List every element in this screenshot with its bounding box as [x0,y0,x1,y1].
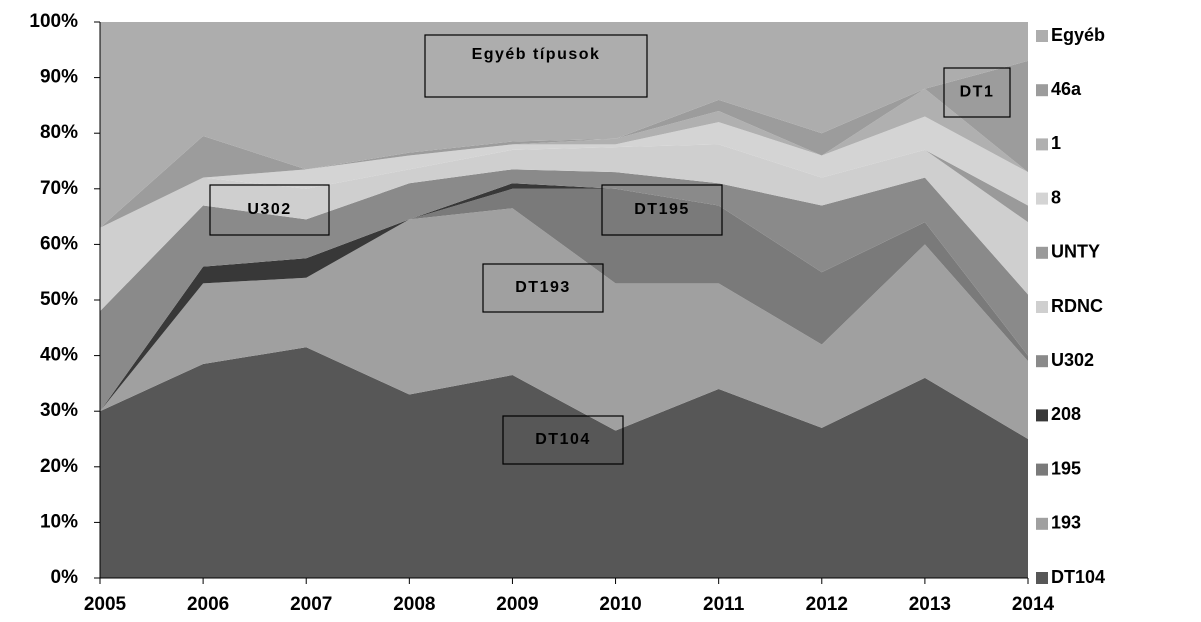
y-tick-label: 40% [40,345,78,366]
x-tick-label: 2006 [187,594,229,615]
x-tick-label: 2009 [496,594,538,615]
annotation: DT104 [535,431,591,448]
legend-label: 8 [1051,187,1061,207]
annotation: U302 [247,201,291,218]
y-tick-label: 10% [40,511,78,532]
legend-swatch [1036,30,1048,42]
y-tick-label: 0% [51,567,79,588]
legend-label: DT104 [1051,567,1105,587]
legend-swatch [1036,138,1048,151]
x-tick-label: 2005 [84,594,127,615]
annotation-box [209,184,330,236]
legend-label: 1 [1051,133,1061,153]
y-tick-label: 80% [40,122,78,143]
area [100,169,1028,412]
legend-label: Egyéb [1051,25,1105,45]
y-tick-label: 70% [40,178,78,199]
y-tick-label: 30% [40,400,78,421]
legend-label: RDNC [1051,296,1103,316]
annotation: DT193 [515,279,571,296]
x-tick-label: 2008 [393,594,435,615]
area [100,116,1028,228]
y-tick-label: 50% [40,289,78,310]
annotation: DT195 [634,201,690,218]
annotation-box [502,415,624,465]
y-tick-label: 60% [40,233,78,254]
x-tick-label: 2012 [806,594,848,615]
legend-swatch [1036,84,1048,97]
area [100,22,1028,228]
annotation: DT1 [960,84,995,101]
x-tick-label: 2013 [909,594,951,615]
legend-swatch [1036,301,1048,313]
legend-label: UNTY [1051,242,1100,262]
area [100,347,1028,578]
legend-label: U302 [1051,350,1094,370]
x-tick-label: 2010 [599,594,641,615]
legend-swatch [1036,463,1048,476]
y-tick-label: 20% [40,456,78,477]
annotation-box [482,263,604,313]
legend-swatch [1036,355,1048,368]
annotation-box [943,67,1011,118]
y-tick-label: 100% [29,11,78,32]
annotation-box [424,34,648,98]
legend-label: 195 [1051,458,1081,478]
legend-label: 193 [1051,513,1081,533]
area [100,88,1028,228]
legend-swatch [1036,192,1048,205]
legend-swatch [1036,409,1048,422]
annotation-box [601,184,723,236]
x-tick-label: 2014 [1012,594,1055,615]
legend-swatch [1036,246,1048,259]
x-tick-label: 2011 [703,594,745,615]
area [100,188,1028,412]
area [100,208,1028,439]
legend-label: 208 [1051,404,1081,424]
y-tick-label: 90% [40,67,78,88]
annotation: Egyéb típusok [472,46,601,63]
x-tick-label: 2007 [290,594,332,615]
legend-swatch [1036,572,1048,584]
legend-label: 46a [1051,79,1082,99]
legend-swatch [1036,517,1048,530]
area [100,144,1028,312]
